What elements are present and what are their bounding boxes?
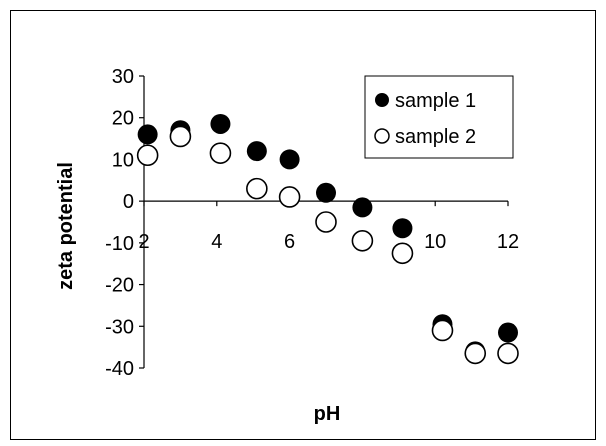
x-tick-label: 12 — [497, 231, 519, 253]
y-axis-title: zeta potential — [55, 162, 77, 290]
y-tick-label: 0 — [123, 191, 134, 213]
data-point-sample-2 — [351, 229, 374, 252]
y-tick-label: 30 — [112, 66, 134, 88]
data-point-sample-1 — [210, 113, 231, 134]
legend-label-sample-2: sample 2 — [395, 126, 476, 148]
y-ticks: 30 20 10 0 -10 -20 -30 -40 — [105, 66, 144, 380]
y-tick-label: -20 — [105, 275, 134, 297]
y-tick-label: -10 — [105, 233, 134, 255]
data-point-sample-1 — [137, 124, 158, 145]
data-point-sample-2 — [169, 125, 192, 148]
data-point-sample-2 — [136, 144, 159, 167]
data-point-sample-1 — [316, 182, 336, 203]
data-point-sample-1 — [392, 218, 413, 239]
data-point-sample-2 — [431, 319, 454, 342]
data-point-sample-2 — [497, 342, 519, 365]
data-point-sample-2 — [391, 242, 414, 265]
data-point-sample-2 — [464, 342, 487, 365]
data-point-sample-1 — [498, 322, 518, 343]
y-tick-label: -30 — [105, 316, 134, 338]
data-point-sample-1 — [352, 197, 373, 218]
data-points — [136, 113, 519, 365]
data-point-sample-1 — [279, 149, 300, 170]
x-axis-title: pH — [314, 403, 341, 425]
x-tick-label: 2 — [138, 231, 149, 253]
legend: sample 1 sample 2 — [364, 75, 514, 159]
data-point-sample-2 — [315, 211, 337, 233]
data-point-sample-1 — [246, 141, 267, 162]
y-tick-label: 10 — [112, 149, 134, 171]
data-point-sample-2 — [246, 177, 268, 200]
x-tick-label: 4 — [211, 231, 222, 253]
data-point-sample-2 — [209, 142, 232, 164]
legend-label-sample-1: sample 1 — [395, 90, 476, 112]
legend-marker-sample-1 — [375, 93, 389, 107]
y-tick-label: -40 — [105, 358, 134, 380]
x-tick-label: 10 — [424, 231, 446, 253]
legend-marker-sample-2 — [374, 128, 390, 144]
legend-box — [364, 75, 514, 159]
x-tick-label: 6 — [284, 231, 295, 253]
data-point-sample-2 — [278, 186, 301, 208]
y-tick-label: 20 — [112, 108, 134, 130]
